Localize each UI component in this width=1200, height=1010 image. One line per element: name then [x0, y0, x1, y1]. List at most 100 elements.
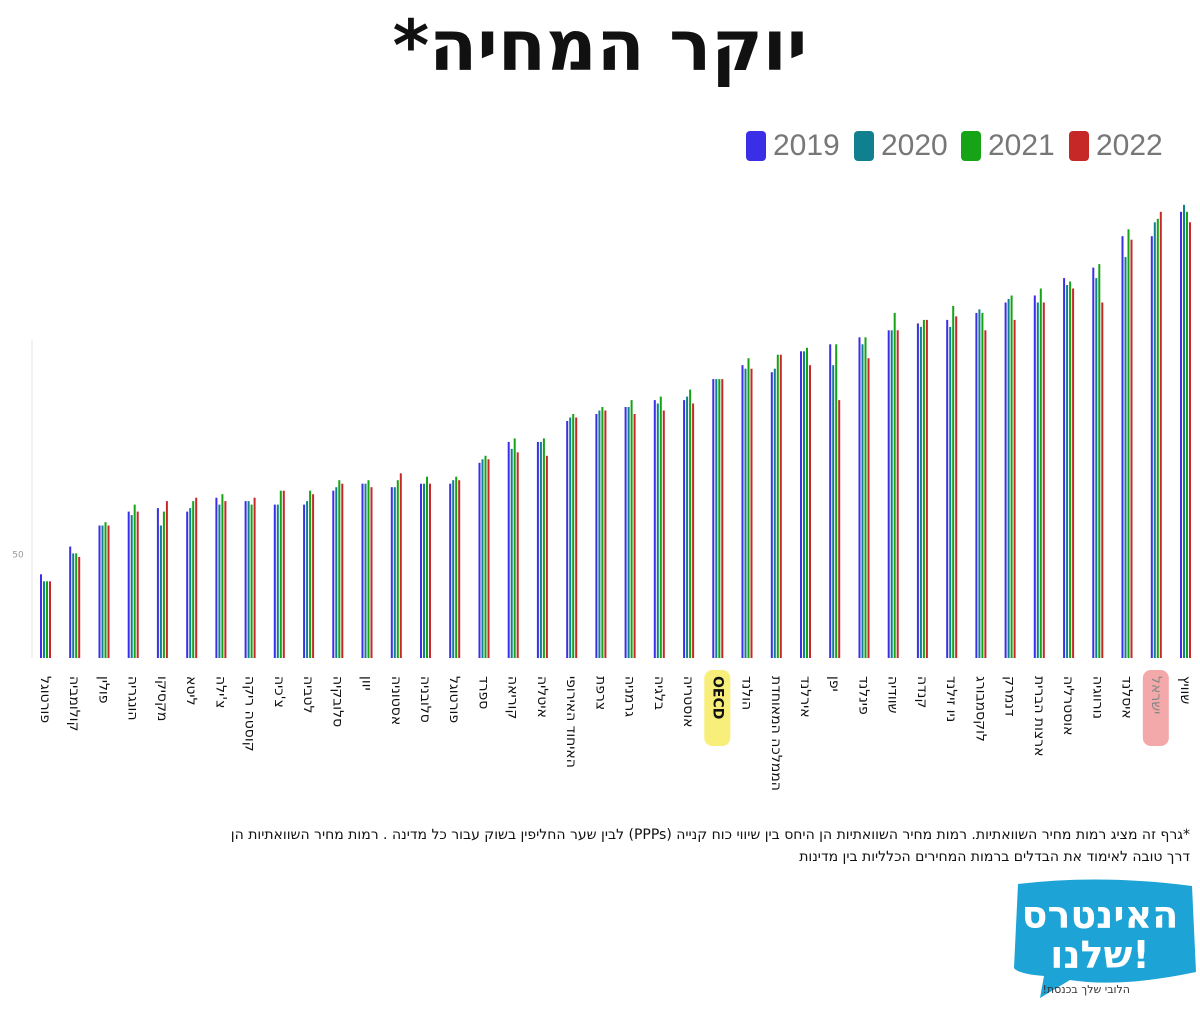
- bar-2020-19: [598, 410, 601, 658]
- bar-2020-29: [890, 330, 893, 658]
- bar-2021-2: [104, 522, 107, 658]
- bar-2020-17: [539, 441, 542, 658]
- bar-2020-25: [773, 368, 776, 658]
- category-label-22: אוסטריה: [680, 676, 696, 728]
- bar-2022-31: [955, 316, 958, 658]
- footnote: *גרף זה מציג רמות מחיר השוואתיות. רמות מ…: [10, 824, 1190, 868]
- category-label-34: ארצות הברית: [1031, 676, 1047, 757]
- bar-2022-32: [984, 330, 987, 658]
- bar-2022-21: [662, 410, 665, 658]
- bar-2019-18: [566, 421, 569, 658]
- category-label-20: גרמניה: [622, 676, 638, 717]
- footnote-line-1: *גרף זה מציג רמות מחיר השוואתיות. רמות מ…: [230, 827, 1190, 843]
- bar-2021-24: [747, 358, 750, 658]
- bar-2021-31: [952, 305, 955, 658]
- bar-2022-15: [487, 459, 490, 658]
- bar-2021-17: [542, 438, 545, 658]
- category-label-28: פינלנד: [856, 676, 872, 715]
- bar-2021-25: [776, 354, 779, 658]
- bar-2022-23: [721, 379, 724, 658]
- bar-2019-8: [273, 504, 276, 658]
- bar-2022-11: [370, 487, 373, 658]
- bar-2022-33: [1013, 319, 1016, 658]
- category-label-26: אירלנד: [797, 676, 813, 718]
- bar-2022-18: [575, 417, 578, 658]
- bar-2020-34: [1036, 302, 1039, 658]
- bar-2021-0: [46, 581, 48, 658]
- bar-2020-7: [247, 501, 250, 658]
- bar-2021-15: [484, 455, 487, 658]
- bar-2022-7: [253, 497, 256, 658]
- bar-2020-27: [832, 365, 835, 658]
- bar-2021-22: [689, 389, 692, 658]
- category-label-27: יפן: [826, 676, 842, 692]
- bar-2022-20: [633, 414, 636, 658]
- bar-2022-19: [604, 410, 607, 658]
- bar-2021-9: [309, 490, 312, 658]
- bar-2019-6: [215, 497, 218, 658]
- bar-2020-30: [919, 326, 922, 658]
- category-label-24: הולנד: [739, 676, 755, 710]
- bar-2020-39: [1183, 204, 1185, 658]
- bar-2019-12: [390, 487, 393, 658]
- bar-2022-34: [1042, 302, 1045, 658]
- bar-2020-3: [130, 515, 133, 658]
- bar-2019-23: [712, 379, 715, 658]
- bar-2022-37: [1130, 239, 1133, 658]
- bar-2020-12: [393, 487, 396, 658]
- category-label-6: צ'ילה: [212, 676, 228, 708]
- bar-2022-27: [838, 400, 841, 658]
- bar-2021-3: [133, 504, 136, 658]
- bar-2021-28: [864, 337, 867, 658]
- bar-2020-26: [803, 351, 805, 658]
- category-label-29: שוודיה: [885, 676, 901, 714]
- bar-2019-14: [449, 483, 452, 658]
- category-label-21: בלגיה: [651, 676, 667, 710]
- bar-2021-37: [1127, 229, 1130, 659]
- logo-line-1: האינטרס: [1022, 893, 1179, 937]
- y-tick-label: 50: [12, 550, 24, 560]
- bar-2022-13: [429, 483, 431, 658]
- bar-2020-32: [978, 309, 981, 658]
- bar-2020-36: [1095, 278, 1098, 658]
- category-label-16: קוריאה: [505, 676, 521, 719]
- bar-2019-10: [332, 490, 335, 658]
- category-label-10: סלובקיה: [329, 676, 345, 727]
- logo-tagline: הלובי שלך בכנסת!: [1042, 983, 1130, 996]
- bar-2021-20: [630, 400, 633, 658]
- bar-2019-27: [829, 344, 832, 658]
- bar-2019-37: [1121, 236, 1124, 658]
- bar-2020-37: [1124, 257, 1127, 658]
- bar-2019-16: [507, 441, 510, 658]
- bar-chart: 50 פורטוגל קולומביה פולין הונגריה מקסיקו ליטא צ…: [12, 204, 1193, 791]
- bar-2020-14: [452, 480, 455, 658]
- bar-2020-23: [715, 379, 718, 658]
- bar-2020-21: [656, 403, 659, 658]
- bar-2019-13: [420, 483, 422, 658]
- bar-2019-32: [975, 312, 978, 658]
- bar-2021-26: [806, 347, 808, 658]
- bar-2020-0: [43, 581, 45, 658]
- category-label-17: איטליה: [534, 676, 550, 718]
- bar-2019-26: [800, 351, 802, 658]
- bar-2020-5: [189, 508, 192, 658]
- bar-2019-39: [1180, 211, 1182, 659]
- category-label-15: ספרד: [476, 676, 492, 709]
- category-label-32: לוקסמבורג: [972, 676, 988, 742]
- category-label-14: פורטוגל: [446, 676, 462, 723]
- category-label-11: יוון: [359, 676, 375, 691]
- bar-2021-36: [1098, 264, 1101, 658]
- category-label-3: הונגריה: [125, 676, 141, 721]
- bar-2020-35: [1066, 285, 1069, 658]
- bar-2019-5: [186, 511, 189, 658]
- category-label-36: נורווגיה: [1089, 676, 1105, 719]
- bar-2020-31: [949, 326, 952, 658]
- legend-swatch-2019: [746, 131, 766, 161]
- bar-2019-36: [1092, 267, 1095, 658]
- bar-2019-20: [624, 407, 627, 658]
- bar-2019-29: [887, 330, 890, 658]
- legend-swatch-2020: [854, 131, 874, 161]
- bar-2021-33: [1010, 295, 1013, 658]
- bar-2022-1: [78, 556, 81, 658]
- bar-2022-38: [1159, 211, 1162, 659]
